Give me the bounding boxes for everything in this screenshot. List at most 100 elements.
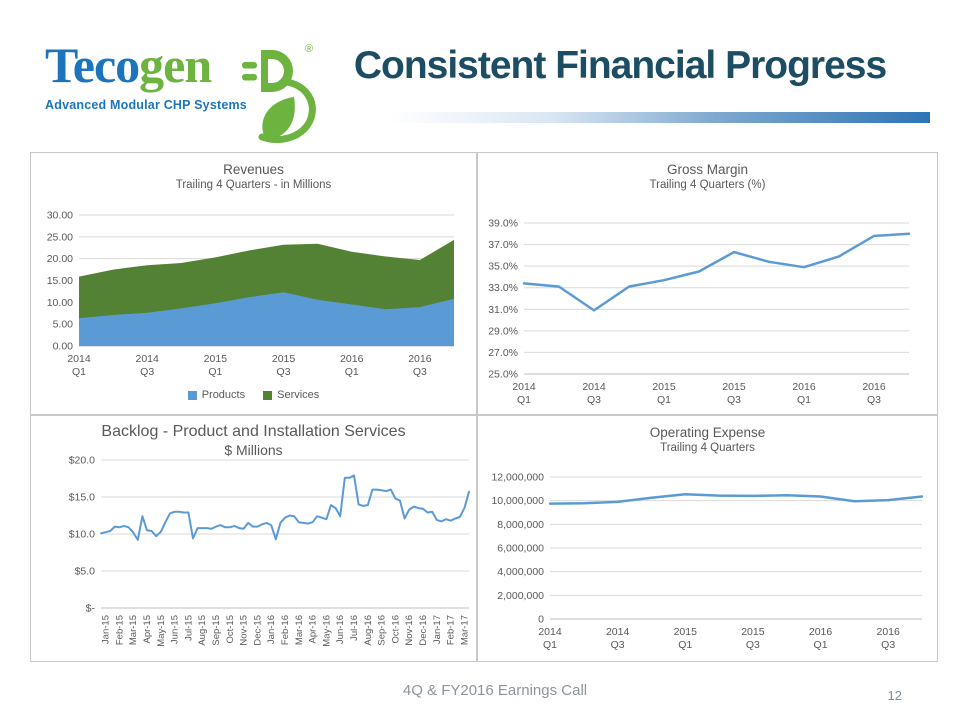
svg-text:Jan-15: Jan-15 (101, 615, 112, 644)
chart-subtitle: Trailing 4 Quarters (%) (649, 179, 766, 191)
chart-panel-gross-margin: Gross Margin Trailing 4 Quarters (%) 39.… (477, 152, 938, 415)
charts-grid: Revenues Trailing 4 Quarters - in Millio… (30, 152, 938, 662)
legend-item-products: Products (187, 389, 246, 401)
legend-label-products: Products (201, 389, 246, 401)
svg-text:Jul-16: Jul-16 (349, 615, 360, 641)
svg-text:25.0%: 25.0% (488, 369, 518, 381)
legend-item-services: Services (263, 389, 319, 401)
chart-subtitle: Trailing 4 Quarters - in Millions (175, 179, 332, 191)
svg-text:20.00: 20.00 (47, 253, 73, 265)
svg-text:$10.0: $10.0 (69, 529, 95, 541)
svg-text:Mar-15: Mar-15 (128, 615, 139, 645)
svg-text:39.0%: 39.0% (488, 218, 518, 230)
svg-text:33.0%: 33.0% (488, 282, 518, 294)
page-number: 12 (887, 688, 902, 703)
svg-text:$20.0: $20.0 (69, 455, 95, 467)
chart-title: Operating Expense (649, 425, 766, 440)
brand-teco: Teco (45, 37, 140, 93)
svg-text:$5.0: $5.0 (75, 566, 96, 578)
title-underline-bar (390, 112, 930, 123)
svg-text:Aug-16: Aug-16 (363, 615, 374, 646)
svg-text:Mar-16: Mar-16 (294, 615, 305, 645)
operating-expense-plot: 12,000,000 10,000,000 8,000,000 6,000,000 4,… (478, 416, 937, 661)
svg-text:4,000,000: 4,000,000 (497, 566, 544, 578)
chart-title: Gross Margin (666, 162, 749, 177)
svg-text:5.00: 5.00 (53, 319, 74, 331)
svg-text:Mar-17: Mar-17 (459, 615, 470, 645)
brand-text: Tecogen (45, 36, 355, 94)
svg-text:Aug-15: Aug-15 (197, 615, 208, 646)
legend-swatch-services (263, 390, 273, 400)
svg-text:Jan-17: Jan-17 (432, 615, 443, 644)
svg-text:Jul-15: Jul-15 (183, 615, 194, 641)
svg-text:10,000,000: 10,000,000 (491, 495, 544, 507)
svg-text:0.00: 0.00 (53, 341, 74, 353)
svg-text:$15.0: $15.0 (69, 492, 95, 504)
svg-text:May-15: May-15 (156, 615, 167, 647)
legend-label-services: Services (277, 389, 320, 401)
tecogen-logo: Tecogen ® Advanced Modular CHP Systems (45, 36, 355, 143)
legend-swatch-products (187, 390, 197, 400)
svg-text:30.00: 30.00 (47, 210, 73, 222)
svg-text:10.00: 10.00 (47, 297, 73, 309)
page-title: Consistent Financial Progress (353, 44, 887, 87)
footer-text: 4Q & FY2016 Earnings Call (402, 682, 588, 699)
svg-text:2,000,000: 2,000,000 (497, 590, 544, 602)
svg-text:Dec-16: Dec-16 (418, 615, 429, 646)
svg-text:25.00: 25.00 (47, 231, 73, 243)
svg-text:12,000,000: 12,000,000 (491, 472, 544, 484)
svg-text:Apr-15: Apr-15 (142, 615, 153, 644)
svg-text:8,000,000: 8,000,000 (497, 519, 544, 531)
chart-title: Backlog - Product and Installation Servi… (101, 423, 406, 440)
backlog-plot: $20.0 $15.0 $10.0 $5.0 $- Jan-15 Feb-15 Mar-15 A… (31, 416, 476, 661)
svg-text:29.0%: 29.0% (488, 325, 518, 337)
svg-text:Sep-16: Sep-16 (377, 615, 388, 646)
svg-text:May-16: May-16 (321, 615, 332, 647)
registered-mark: ® (305, 43, 313, 55)
svg-text:Oct-15: Oct-15 (225, 615, 236, 644)
svg-text:$-: $- (86, 603, 96, 615)
svg-text:31.0%: 31.0% (488, 304, 518, 316)
svg-text:Sep-15: Sep-15 (211, 615, 222, 646)
svg-text:Nov-15: Nov-15 (239, 615, 250, 646)
svg-text:Apr-16: Apr-16 (308, 615, 319, 644)
svg-text:Jan-16: Jan-16 (266, 615, 277, 644)
svg-text:Feb-16: Feb-16 (280, 615, 291, 645)
chart-subtitle: $ Millions (224, 442, 283, 458)
svg-text:Oct-16: Oct-16 (390, 615, 401, 644)
chart-legend: Products Services (31, 389, 476, 401)
svg-text:Nov-16: Nov-16 (404, 615, 415, 646)
svg-text:Dec-15: Dec-15 (252, 615, 263, 646)
revenues-plot: 30.00 25.00 20.00 15.00 10.00 5.00 0.00 2014 Q1 2… (31, 153, 476, 414)
gross-margin-plot: 39.0% 37.0% 35.0% 33.0% 31.0% 29.0% 27.0% 25.0%… (478, 153, 937, 414)
svg-text:35.0%: 35.0% (488, 261, 518, 273)
chart-title: Revenues (223, 162, 284, 177)
svg-text:37.0%: 37.0% (488, 239, 518, 251)
logo-tagline: Advanced Modular CHP Systems (45, 98, 247, 112)
chart-panel-operating-expense: Operating Expense Trailing 4 Quarters 12… (477, 415, 938, 662)
plug-leaf-icon: ® (242, 43, 316, 143)
svg-text:Jun-16: Jun-16 (335, 615, 346, 644)
svg-text:Feb-15: Feb-15 (114, 615, 125, 645)
svg-text:Feb-17: Feb-17 (446, 615, 457, 645)
svg-text:15.00: 15.00 (47, 275, 73, 287)
svg-text:6,000,000: 6,000,000 (497, 543, 544, 555)
